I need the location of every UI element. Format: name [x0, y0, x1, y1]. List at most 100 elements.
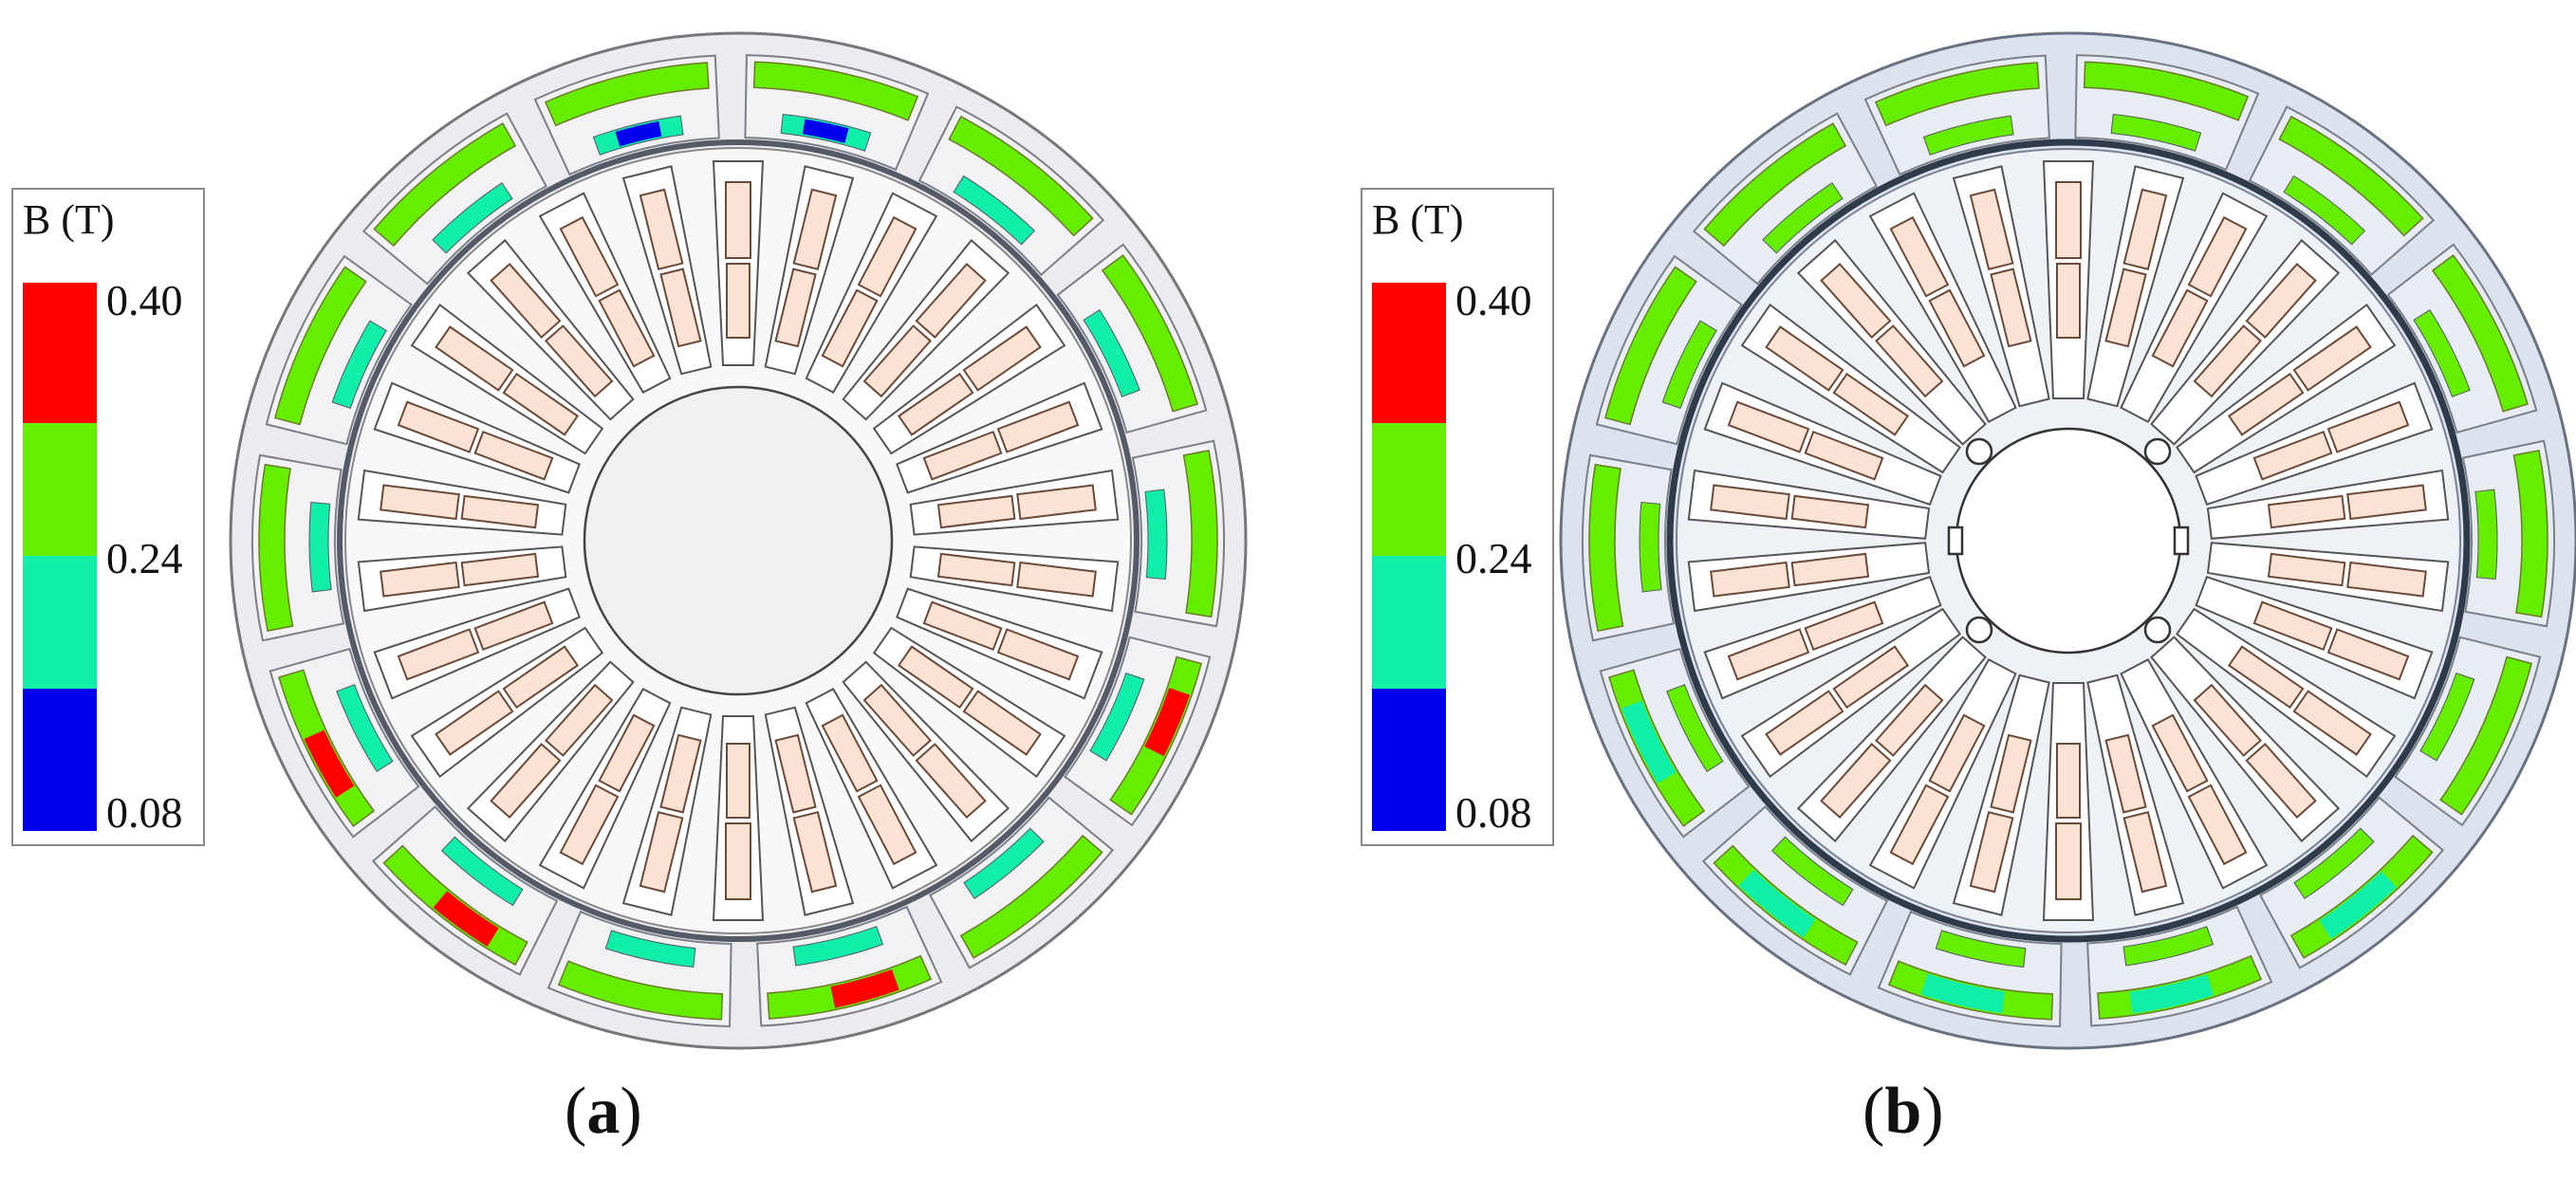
coil-conductor [725, 822, 751, 900]
rotor-tooth [2086, 674, 2185, 916]
rotor-tooth [1868, 192, 2017, 423]
magnet-inner-region [2293, 827, 2375, 899]
magnet-pole [1064, 636, 1212, 827]
tick-label-024: 0.24 [106, 534, 183, 582]
magnet-inner-region [1666, 684, 1724, 773]
magnet-pole [1131, 439, 1226, 628]
rotor-tooth [621, 706, 713, 916]
coil-conductor [2326, 400, 2410, 453]
magnet-pole [928, 796, 1115, 969]
coil-conductor [2122, 811, 2168, 894]
rotor-tooth [373, 381, 581, 494]
coil-conductor [598, 288, 656, 368]
rotor-tooth [2150, 238, 2341, 446]
rotor-tooth [538, 688, 672, 890]
rotor-tooth [2195, 381, 2434, 507]
coil-conductor [915, 263, 987, 339]
rotor-tooth [2120, 192, 2269, 423]
rotor-tooth [2042, 160, 2095, 399]
coil-conductor [2245, 263, 2317, 339]
rotor-tooth [621, 165, 713, 376]
coil-conductor [1765, 325, 1844, 392]
shaft-bore [583, 385, 894, 696]
coil-conductor [2245, 743, 2317, 819]
magnet-inner-region [2283, 175, 2366, 246]
motor-cross-section-a [229, 31, 1248, 1050]
coil-conductor [2193, 324, 2263, 398]
rotor-tooth [1868, 658, 2017, 890]
tick-label-008: 0.08 [1455, 788, 1532, 837]
flux-region-low [2319, 871, 2397, 939]
rotor-tooth [909, 469, 1120, 536]
rotor-tooth [357, 469, 567, 536]
magnet-pocket [2258, 796, 2445, 969]
rotor-tooth [1952, 674, 2050, 916]
coil-conductor [1820, 263, 1892, 339]
coil-conductor [915, 743, 987, 819]
coil-conductor [1790, 494, 1870, 529]
coil-conductor [1727, 628, 1810, 681]
magnet-pole [2086, 905, 2273, 1027]
coil-conductor [1969, 811, 2014, 894]
swatch-008 [23, 689, 97, 831]
swatch-024-upper [1372, 423, 1446, 556]
coil-conductor [774, 268, 817, 348]
panel-a: B (T) 0.40 0.24 0.08 (a) [0, 0, 1271, 1181]
coil-conductor [473, 600, 554, 652]
coil-conductor [2326, 628, 2410, 681]
coil-conductor [792, 188, 838, 270]
coil-conductor [598, 713, 656, 793]
coil-conductor [502, 372, 580, 436]
magnet-flux-region [1874, 62, 2040, 127]
swatch-040 [1372, 283, 1446, 423]
rotor-tooth [1796, 238, 1987, 446]
rotor-teeth [1687, 160, 2450, 921]
coil-conductor [2104, 733, 2147, 814]
magnet-flux-region [2278, 115, 2424, 237]
motor-cross-section-b [1559, 31, 2576, 1050]
legend-title: B (T) [23, 196, 115, 243]
magnet-pole [1692, 112, 1879, 286]
coil-conductor [2292, 325, 2372, 392]
coil-conductor [1765, 690, 1844, 756]
rotor-tooth [2175, 607, 2397, 779]
coil-conductor [1727, 400, 1810, 453]
panel-b: B (T) 0.40 0.24 0.08 (b) [1290, 0, 2576, 1181]
rotor-tooth [805, 688, 938, 890]
rotor-tooth [896, 381, 1103, 494]
coil-conductor [2187, 215, 2248, 298]
magnet-flux-region [1588, 463, 1624, 632]
coil-conductor [1016, 561, 1097, 598]
rotor-tooth [357, 545, 567, 613]
coil-conductor [1874, 324, 1944, 398]
magnet-flux-region [1182, 450, 1218, 618]
rotor-tooth [1687, 469, 1931, 540]
magnet-pole [756, 905, 943, 1027]
coil-conductor [2151, 288, 2209, 368]
tick-label-008: 0.08 [106, 788, 183, 837]
tick-label-040: 0.40 [106, 276, 183, 324]
flux-region-low [1622, 700, 1677, 784]
air-gap-ring [1666, 138, 2471, 943]
magnet-flux-region [752, 61, 919, 121]
coil-conductor [1710, 561, 1790, 598]
rotor-tooth [2195, 575, 2434, 700]
flux-hotspot [1144, 688, 1191, 757]
caption-b: (b) [1863, 1074, 1944, 1150]
coil-conductor [380, 484, 460, 521]
rotor-tooth [842, 660, 1010, 843]
rotor-tooth [410, 303, 604, 455]
flux-lowspot [615, 120, 662, 147]
magnet-pole [2258, 796, 2445, 969]
coil-conductor [559, 784, 620, 866]
coil-conductor [2267, 552, 2346, 587]
coil-conductor [435, 690, 514, 756]
legend-title: B (T) [1372, 196, 1464, 243]
coil-conductor [639, 811, 684, 894]
magnet-flux-region [2439, 655, 2533, 816]
magnet-pole [251, 453, 345, 642]
magnet-pocket [1692, 112, 1879, 286]
tick-label-040: 0.40 [1455, 276, 1532, 324]
coil-conductor [2187, 784, 2248, 866]
rotor-tooth [872, 626, 1066, 779]
